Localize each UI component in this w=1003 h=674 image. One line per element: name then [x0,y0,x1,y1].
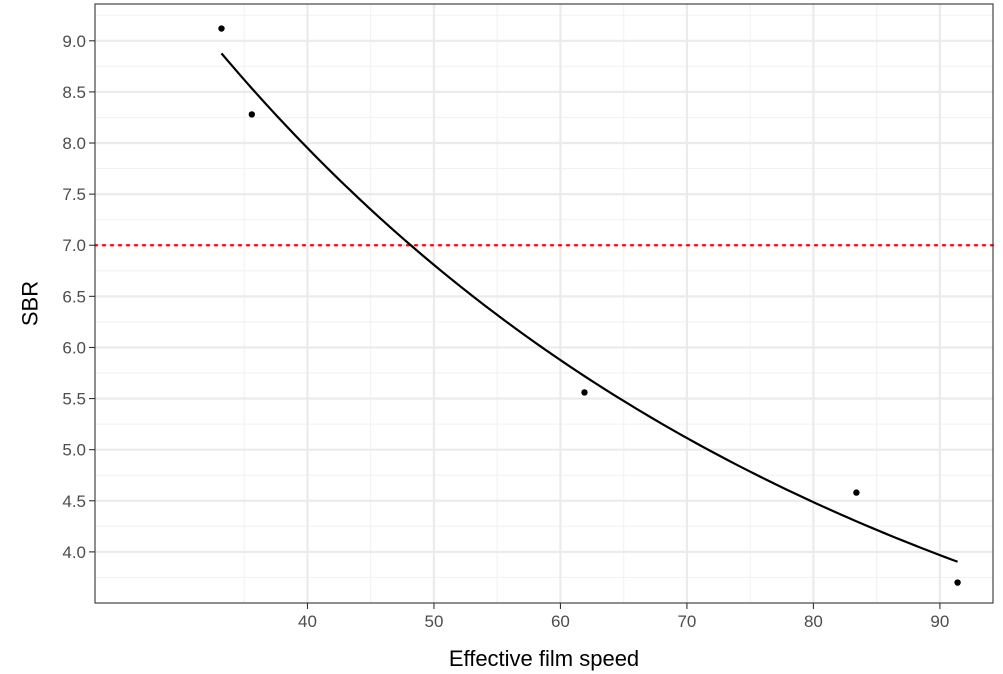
y-axis-ticks: 4.0 4.5 5.0 5.5 6.0 6.5 7.0 7.5 8.0 8.5 9.0 [62,32,95,562]
y-axis-title: SBR [18,281,43,326]
y-tick-label: 4.5 [62,492,86,511]
y-tick-label: 6.0 [62,338,86,357]
y-tick-label: 8.5 [62,83,86,102]
y-tick-label: 7.0 [62,236,86,255]
x-axis-ticks: 40 50 60 70 80 90 [298,603,949,631]
x-tick-label: 80 [804,612,823,631]
x-tick-label: 70 [677,612,696,631]
x-tick-label: 90 [930,612,949,631]
fit-curve [220,52,958,563]
plot-panel-border [94,3,994,604]
y-tick-label: 9.0 [62,32,86,51]
y-tick-label: 5.0 [62,441,86,460]
x-tick-label: 40 [298,612,317,631]
y-tick-label: 4.0 [62,543,86,562]
y-tick-label: 5.5 [62,390,86,409]
y-tick-label: 6.5 [62,287,86,306]
data-point [853,489,860,496]
data-point [581,389,588,396]
data-points [218,25,961,586]
y-tick-label: 7.5 [62,185,86,204]
data-point [954,579,961,586]
x-axis-title: Effective film speed [449,646,639,671]
y-tick-label: 8.0 [62,134,86,153]
x-tick-label: 50 [425,612,444,631]
minor-gridlines [95,4,993,603]
x-tick-label: 60 [551,612,570,631]
data-point [218,25,225,32]
data-point [248,111,256,118]
plot-panel-background [95,4,993,603]
